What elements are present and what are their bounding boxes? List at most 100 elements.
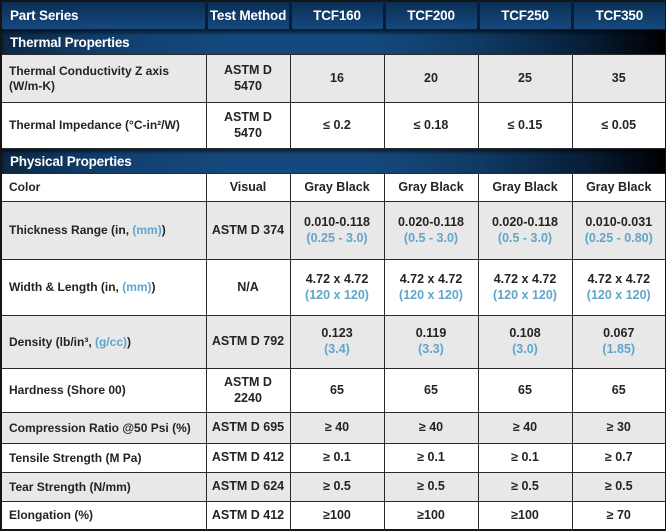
- metric-value: (0.5 - 3.0): [403, 230, 459, 245]
- value-cell: 0.010-0.031 (0.25 - 0.80): [571, 201, 666, 260]
- value-cell: 0.010-0.118 (0.25 - 3.0): [289, 201, 385, 260]
- row-thickness-range: Thickness Range (in, (mm)) ASTM D 374 0.…: [0, 201, 666, 260]
- metric-value: (120 x 120): [399, 287, 463, 302]
- test-method-cell: ASTM D 374: [205, 201, 291, 260]
- value-cell: ≥ 0.5: [571, 472, 666, 502]
- test-method-cell: ASTM D 792: [205, 315, 291, 369]
- metric-value: (1.85): [602, 342, 636, 356]
- test-method-cell: ASTM D 5470: [205, 54, 291, 103]
- property-label: Color: [0, 173, 207, 202]
- header-col-tcf160: TCF160: [288, 0, 385, 30]
- value-cell: 0.108 (3.0): [477, 315, 573, 369]
- value-cell: ≥ 0.5: [477, 472, 573, 502]
- value-cell: ≥ 0.1: [289, 443, 385, 473]
- header-col-tcf200: TCF200: [382, 0, 479, 30]
- row-density: Density (lb/in³, (g/cc)) ASTM D 792 0.12…: [0, 315, 666, 369]
- value-cell: ≤ 0.18: [383, 102, 479, 149]
- property-label: Hardness (Shore 00): [0, 368, 207, 413]
- row-color: Color Visual Gray Black Gray Black Gray …: [0, 173, 666, 202]
- value-cell: 0.020-0.118 (0.5 - 3.0): [477, 201, 573, 260]
- metric-value: (120 x 120): [305, 287, 369, 302]
- row-compression-ratio: Compression Ratio @50 Psi (%) ASTM D 695…: [0, 412, 666, 444]
- section-thermal-properties: Thermal Properties: [1, 29, 666, 55]
- header-test-method: Test Method: [204, 0, 291, 30]
- property-label: Thermal Impedance (°C-in²/W): [0, 102, 207, 149]
- value-cell: ≤ 0.05: [571, 102, 666, 149]
- header-col-tcf250: TCF250: [476, 0, 573, 30]
- value-cell: 25: [477, 54, 573, 103]
- value-cell: ≥ 40: [289, 412, 385, 444]
- value-cell: 35: [571, 54, 666, 103]
- section-physical-properties: Physical Properties: [1, 148, 666, 174]
- value-cell: ≥ 0.1: [477, 443, 573, 473]
- value-cell: ≥ 40: [383, 412, 479, 444]
- property-label: Compression Ratio @50 Psi (%): [0, 412, 207, 444]
- value-cell: Gray Black: [289, 173, 385, 202]
- value-cell: ≥100: [383, 501, 479, 531]
- test-method-cell: ASTM D 412: [205, 501, 291, 531]
- header-col-tcf350: TCF350: [570, 0, 666, 30]
- value-cell: 0.123 (3.4): [289, 315, 385, 369]
- value-cell: 0.020-0.118 (0.5 - 3.0): [383, 201, 479, 260]
- value-cell: 65: [289, 368, 385, 413]
- value-cell: 4.72 x 4.72 (120 x 120): [571, 259, 666, 316]
- metric-value: (3.3): [418, 342, 444, 356]
- header-part-series: Part Series: [1, 0, 207, 30]
- row-elongation: Elongation (%) ASTM D 412 ≥100 ≥100 ≥100…: [0, 501, 666, 531]
- table-header-row: Part Series Test Method TCF160 TCF200 TC…: [1, 0, 666, 30]
- test-method-cell: ASTM D 624: [205, 472, 291, 502]
- value-cell: 65: [571, 368, 666, 413]
- value-cell: 4.72 x 4.72 (120 x 120): [289, 259, 385, 316]
- row-thermal-impedance: Thermal Impedance (°C-in²/W) ASTM D 5470…: [0, 102, 666, 149]
- test-method-cell: ASTM D 5470: [205, 102, 291, 149]
- row-tensile-strength: Tensile Strength (M Pa) ASTM D 412 ≥ 0.1…: [0, 443, 666, 473]
- value-cell: ≥ 40: [477, 412, 573, 444]
- section-title: Thermal Properties: [1, 29, 666, 55]
- property-label: Tear Strength (N/mm): [0, 472, 207, 502]
- value-cell: 0.119 (3.3): [383, 315, 479, 369]
- row-hardness: Hardness (Shore 00) ASTM D 2240 65 65 65…: [0, 368, 666, 413]
- section-title: Physical Properties: [1, 148, 666, 174]
- property-label: Thermal Conductivity Z axis (W/m-K): [0, 54, 207, 103]
- value-cell: Gray Black: [477, 173, 573, 202]
- value-cell: 4.72 x 4.72 (120 x 120): [383, 259, 479, 316]
- row-width-length: Width & Length (in, (mm)) N/A 4.72 x 4.7…: [0, 259, 666, 316]
- metric-unit: (mm): [122, 280, 152, 294]
- value-cell: ≥100: [477, 501, 573, 531]
- value-cell: Gray Black: [571, 173, 666, 202]
- value-cell: 4.72 x 4.72 (120 x 120): [477, 259, 573, 316]
- value-cell: ≥ 30: [571, 412, 666, 444]
- metric-value: (0.5 - 3.0): [497, 230, 553, 245]
- value-cell: 0.067 (1.85): [571, 315, 666, 369]
- value-cell: 20: [383, 54, 479, 103]
- metric-value: (120 x 120): [493, 287, 557, 302]
- property-label: Width & Length (in, (mm)): [0, 259, 207, 316]
- value-cell: ≥ 0.5: [289, 472, 385, 502]
- value-cell: ≥ 70: [571, 501, 666, 531]
- property-label: Tensile Strength (M Pa): [0, 443, 207, 473]
- value-cell: ≥100: [289, 501, 385, 531]
- value-cell: ≥ 0.1: [383, 443, 479, 473]
- value-cell: ≤ 0.15: [477, 102, 573, 149]
- value-cell: ≤ 0.2: [289, 102, 385, 149]
- property-label: Elongation (%): [0, 501, 207, 531]
- test-method-cell: ASTM D 2240: [205, 368, 291, 413]
- metric-value: (0.25 - 0.80): [584, 230, 653, 245]
- test-method-cell: ASTM D 412: [205, 443, 291, 473]
- metric-unit: (g/cc): [95, 334, 128, 349]
- value-cell: Gray Black: [383, 173, 479, 202]
- value-cell: 65: [383, 368, 479, 413]
- value-cell: ≥ 0.5: [383, 472, 479, 502]
- metric-value: (3.0): [512, 342, 538, 356]
- metric-unit: (mm): [132, 223, 162, 237]
- property-label: Thickness Range (in, (mm)): [0, 201, 207, 260]
- test-method-cell: Visual: [205, 173, 291, 202]
- value-cell: ≥ 0.7: [571, 443, 666, 473]
- test-method-cell: ASTM D 695: [205, 412, 291, 444]
- metric-value: (3.4): [324, 342, 350, 356]
- test-method-cell: N/A: [205, 259, 291, 316]
- value-cell: 65: [477, 368, 573, 413]
- value-cell: 16: [289, 54, 385, 103]
